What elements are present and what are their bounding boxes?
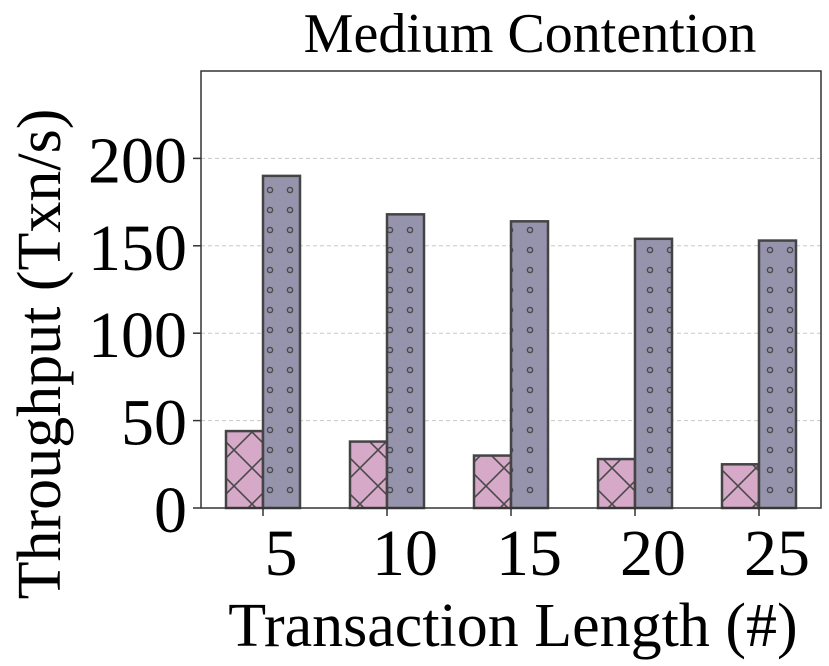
bar-hatch-series-1	[348, 440, 389, 510]
y-tick-label: 50	[121, 387, 187, 460]
bar-hatch-series-2	[385, 213, 426, 510]
bar-hatch-series-2	[261, 174, 302, 510]
bar-hatch-series-1	[472, 454, 513, 510]
x-tick-label: 25	[744, 517, 810, 590]
x-axis-label: Transaction Length (#)	[228, 592, 797, 660]
bar-hatch-series-1	[224, 429, 265, 510]
y-tick-label: 0	[154, 474, 187, 547]
bars	[224, 174, 798, 510]
x-axis-ticks: 5 10 15 20 25	[262, 508, 810, 590]
bar-hatch-series-2	[757, 239, 798, 510]
y-tick-label: 150	[88, 212, 187, 285]
y-axis-label: Throughput (Txn/s)	[6, 109, 74, 600]
bar-hatch-series-1	[720, 463, 761, 510]
bar-hatch-series-2	[633, 237, 674, 510]
x-tick-label: 15	[496, 517, 562, 590]
bar-hatch-series-1	[596, 457, 637, 510]
y-axis-ticks: 0 50 100 150 200	[88, 124, 201, 547]
y-tick-label: 200	[88, 124, 187, 197]
x-tick-label: 5	[265, 517, 298, 590]
bar-hatch-series-2	[509, 220, 550, 510]
x-tick-label: 10	[372, 517, 438, 590]
y-tick-label: 100	[88, 299, 187, 372]
chart-title: Medium Contention	[304, 3, 757, 65]
x-tick-label: 20	[620, 517, 686, 590]
